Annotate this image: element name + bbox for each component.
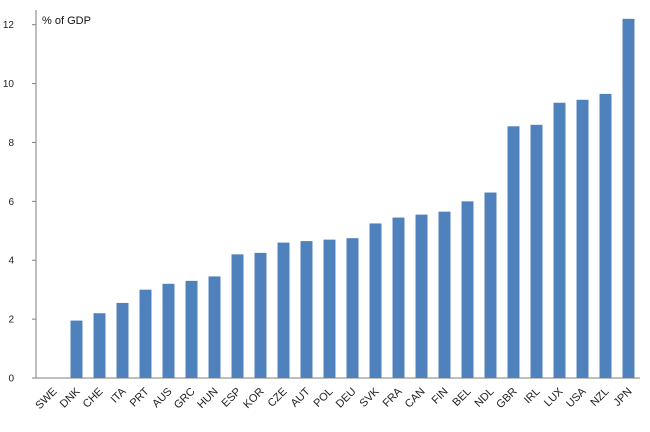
bar-usa <box>576 99 589 378</box>
bar-lux <box>553 102 566 379</box>
bar-ndl <box>484 192 497 378</box>
y-axis-unit-label: % of GDP <box>42 15 91 27</box>
x-tick-label-lux: LUX <box>542 385 566 409</box>
x-tick-label-bel: BEL <box>450 386 473 409</box>
bar-deu <box>346 238 359 378</box>
bar-aus <box>162 283 175 378</box>
x-tick-label-svk: SVK <box>358 385 383 410</box>
x-tick-label-dnk: DNK <box>58 385 83 410</box>
x-tick-label-esp: ESP <box>220 386 244 410</box>
x-tick-label-nzl: NZL <box>588 386 611 409</box>
x-tick-label-jpn: JPN <box>611 386 634 409</box>
bar-fin <box>438 211 451 378</box>
bar-dnk <box>70 320 83 378</box>
bar-cze <box>277 242 290 378</box>
bar-fra <box>392 217 405 378</box>
x-tick-label-usa: USA <box>564 385 589 410</box>
x-tick-label-aus: AUS <box>150 386 174 410</box>
y-tick-label: 2 <box>8 315 14 326</box>
y-tick-label: 10 <box>3 79 15 90</box>
x-tick-label-gbr: GBR <box>494 386 519 411</box>
x-tick-label-deu: DEU <box>334 386 359 411</box>
bars <box>70 18 635 379</box>
bar-aut <box>300 241 313 378</box>
x-tick-label-kor: KOR <box>241 386 266 411</box>
x-tick-label-fra: FRA <box>381 385 406 410</box>
bar-che <box>93 313 106 378</box>
x-tick-label-fin: FIN <box>430 386 451 407</box>
x-tick-label-irl: IRL <box>522 386 543 407</box>
bar-irl <box>530 124 543 378</box>
y-tick-label: 6 <box>8 197 14 208</box>
y-tick-label: 12 <box>3 20 15 31</box>
x-tick-label-aut: AUT <box>289 385 313 409</box>
bar-prt <box>139 289 152 378</box>
bar-grc <box>185 280 198 378</box>
bar-hun <box>208 276 221 378</box>
bar-nzl <box>599 93 612 379</box>
bar-gbr <box>507 126 520 378</box>
bar-kor <box>254 252 267 378</box>
x-tick-label-pol: POL <box>312 386 336 410</box>
bar-pol <box>323 239 336 378</box>
x-tick-label-prt: PRT <box>128 385 152 409</box>
x-tick-label-che: CHE <box>81 386 106 411</box>
y-tick-label: 0 <box>8 374 14 385</box>
bar-can <box>415 214 428 378</box>
x-tick-label-can: CAN <box>403 386 428 411</box>
bar-esp <box>231 254 244 378</box>
x-tick-label-hun: HUN <box>195 386 220 411</box>
x-tick-label-swe: SWE <box>33 386 59 412</box>
y-tick-label: 8 <box>8 138 14 149</box>
bar-bel <box>461 201 474 378</box>
bar-svk <box>369 223 382 378</box>
y-tick-label: 4 <box>8 256 14 267</box>
bar-ita <box>116 302 129 378</box>
x-tick-label-cze: CZE <box>266 386 290 410</box>
y-tick-labels: 0 2 4 6 8 10 12 <box>3 20 15 384</box>
bar-jpn <box>622 18 635 379</box>
x-tick-label-grc: GRC <box>172 386 198 412</box>
x-tick-label-ndl: NDL <box>473 386 497 410</box>
x-tick-label-ita: ITA <box>109 385 129 405</box>
